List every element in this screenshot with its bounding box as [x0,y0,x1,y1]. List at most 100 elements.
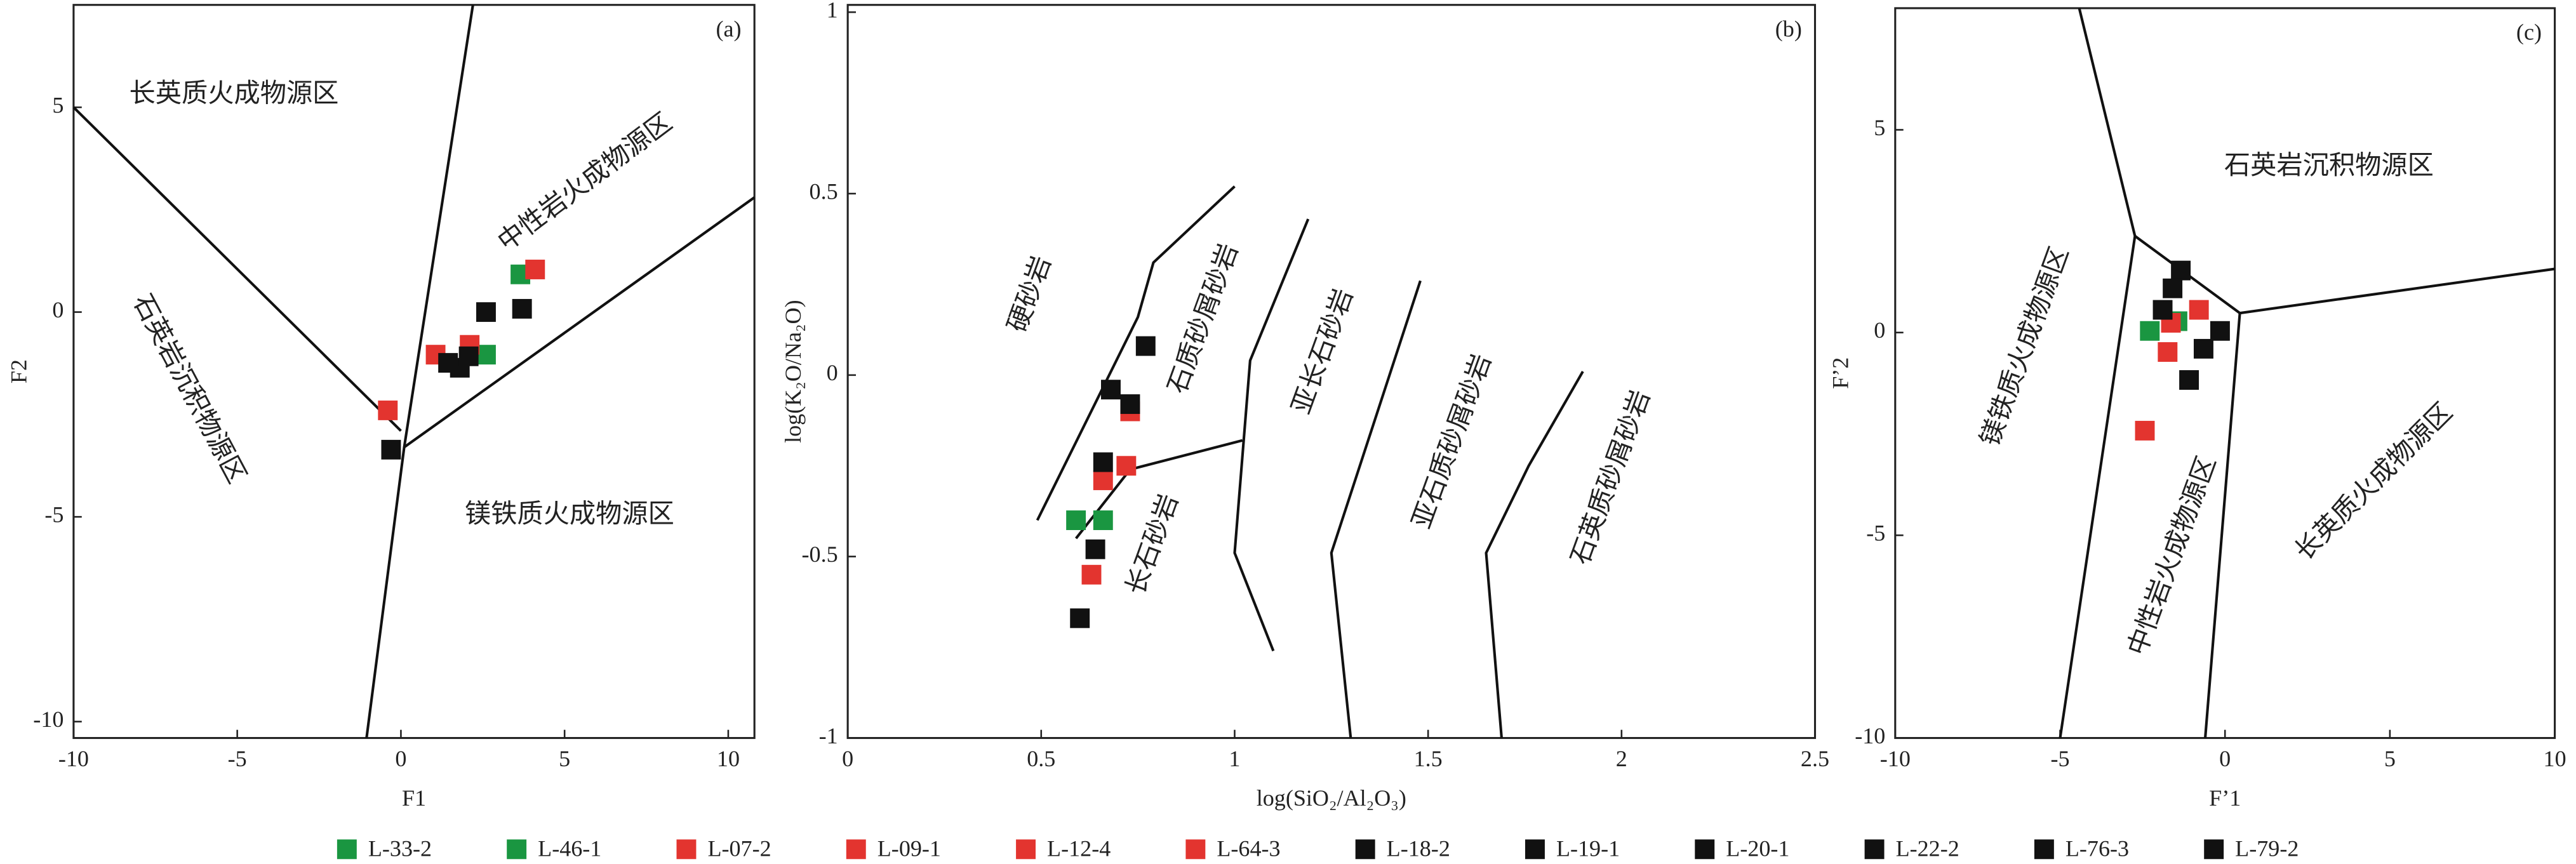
y-tick-label: -0.5 [802,542,838,567]
x-tick-label: -10 [1880,746,1911,771]
region-label: 中性岩火成物源区 [2121,452,2222,659]
legend-label: L-22-2 [1896,836,1959,861]
x-tick-label: -5 [2050,746,2069,771]
data-point [1093,470,1113,491]
legend-label: L-33-2 [368,836,432,861]
y-tick-label: 1 [827,0,838,22]
region-label: 石英岩沉积物源区 [2224,150,2434,180]
y-tick-label: 0 [1874,317,1885,343]
x-tick-label: 0 [395,746,406,771]
data-point [1081,564,1102,585]
y-tick-label: 0 [827,360,838,385]
data-point [1085,539,1105,559]
data-point [1093,452,1113,472]
region-label: 长石砂岩 [1120,490,1185,599]
legend-label: L-18-2 [1387,836,1450,861]
data-point [2171,260,2191,281]
region-label: 长英质火成物源区 [130,78,339,109]
y-axis-label: F2 [6,359,32,383]
data-point [1120,394,1140,415]
region-label: 亚长石砂岩 [1286,284,1359,418]
data-point [2158,342,2178,362]
legend-swatch [1695,839,1715,860]
boundary-line [2059,8,2137,738]
y-tick-label: -5 [44,502,63,527]
boundary-line [72,106,402,432]
data-point [1093,510,1113,530]
x-tick-label: 2 [1616,746,1627,771]
y-tick-label: 5 [1874,115,1885,140]
data-point [1066,510,1086,530]
x-tick-label: -10 [58,746,89,771]
legend-swatch [1185,839,1206,860]
boundary-line [1233,218,1310,652]
data-point [2210,321,2230,341]
panel-tag: (c) [2516,19,2542,44]
x-tick-label: 5 [2384,746,2396,771]
legend-label: L-12-4 [1047,836,1111,861]
panel-tag: (a) [716,16,742,41]
plot-frame [72,4,756,740]
legend-swatch [2204,839,2224,860]
legend-swatch [1355,839,1375,860]
legend-label: L-19-1 [1556,836,1620,861]
boundary-line [1036,185,1236,521]
x-tick-label: 0 [842,746,853,771]
x-tick-label: 1.5 [1414,746,1443,771]
boundary-line [1485,371,1584,738]
data-point [381,439,401,460]
data-point [1116,456,1137,476]
y-tick-label: -10 [33,707,63,732]
y-tick-label: 0.5 [810,178,838,204]
x-tick-label: 10 [2544,746,2566,771]
legend-swatch [1525,839,1545,860]
x-tick-label: 10 [717,746,740,771]
legend-swatch [676,839,697,860]
data-point [1135,336,1156,356]
x-tick-label: 0.5 [1027,746,1055,771]
data-point [2152,300,2173,320]
legend-swatch [2034,839,2054,860]
x-tick-label: 2.5 [1801,746,1829,771]
data-point [458,346,479,366]
legend-swatch [507,839,527,860]
region-label: 石英质砂屑砂岩 [1565,386,1656,569]
legend-label: L-09-1 [878,836,941,861]
data-point [1101,380,1121,400]
region-label: 石英岩沉积物源区 [127,289,252,488]
y-tick-label: 0 [52,297,63,322]
legend-swatch [846,839,866,860]
legend-label: L-07-2 [707,836,771,861]
data-point [2189,300,2209,320]
x-tick-label: -5 [228,746,247,771]
legend-label: L-46-1 [538,836,601,861]
legend-label: L-76-3 [2065,836,2129,861]
data-point [1070,608,1090,628]
x-axis-label: F1 [402,785,426,811]
region-label: 亚石质砂屑砂岩 [1406,350,1497,533]
legend-swatch [337,839,357,860]
region-label: 镁铁质火成物源区 [1974,243,2074,449]
legend-label: L-20-1 [1726,836,1789,861]
plot-frame [846,4,1817,740]
region-label: 石质砂屑砂岩 [1161,239,1244,397]
y-tick-label: -10 [1855,723,1885,748]
legend-swatch [1016,839,1036,860]
x-tick-label: 1 [1229,746,1240,771]
data-point [512,298,532,319]
legend-label: L-79-2 [2235,836,2299,861]
data-point [2140,321,2160,341]
x-tick-label: 0 [2219,746,2231,771]
data-point [2179,370,2199,390]
y-tick-label: -1 [819,723,838,748]
plot-frame [1894,7,2556,740]
x-axis-label: F’1 [2209,785,2241,811]
region-label: 镁铁质火成物源区 [465,498,674,529]
boundary-line [1330,280,1422,738]
legend-label: L-64-3 [1217,836,1280,861]
y-tick-label: -5 [1866,520,1885,545]
y-axis-label: F’2 [1828,357,1853,389]
data-point [2163,278,2183,298]
panel-tag: (b) [1775,16,1802,41]
